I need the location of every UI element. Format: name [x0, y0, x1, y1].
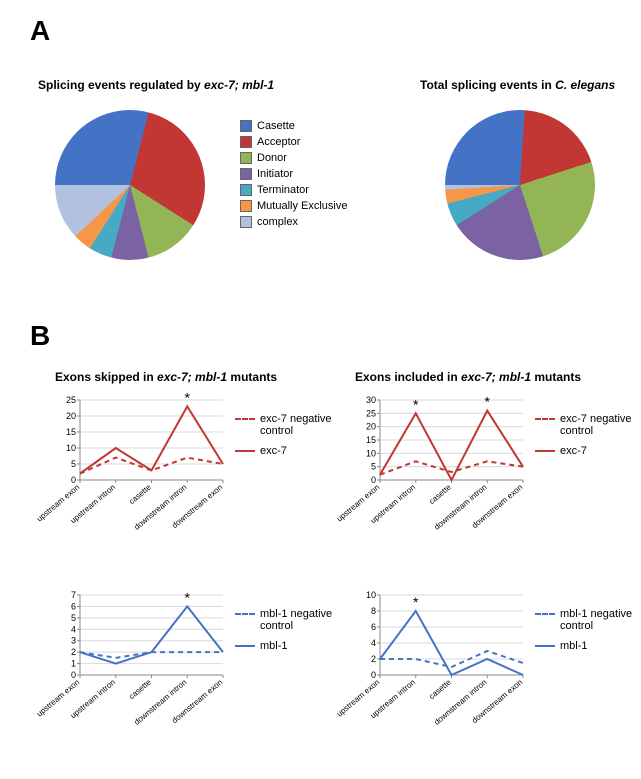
legend-swatch [240, 152, 252, 164]
ytick-label: 15 [66, 427, 76, 437]
legend-row: exc-7 [235, 445, 340, 457]
linechart-legend: exc-7 negative control exc-7 [535, 413, 640, 465]
legend-swatch [240, 216, 252, 228]
legend-row: mbl-1 [535, 640, 640, 652]
legend-label: mbl-1 [560, 640, 588, 652]
xtick-label: casette [427, 677, 453, 701]
legend-line-swatch [235, 613, 255, 615]
ytick-label: 6 [371, 622, 376, 632]
legend-label: exc-7 [560, 445, 587, 457]
legend-line-swatch [535, 613, 555, 615]
series-line [380, 461, 523, 474]
ytick-label: 2 [371, 654, 376, 664]
legend-row: Casette [240, 120, 347, 132]
legend-swatch [240, 120, 252, 132]
legend-label: exc-7 negative control [560, 413, 640, 437]
legend-swatch [240, 200, 252, 212]
significance-star: * [413, 396, 419, 412]
legend-label: exc-7 negative control [260, 413, 340, 437]
ytick-label: 6 [71, 601, 76, 611]
significance-star: * [485, 394, 491, 410]
legend-row: mbl-1 negative control [535, 608, 640, 632]
legend-label: Terminator [257, 184, 309, 196]
legend-label: exc-7 [260, 445, 287, 457]
ytick-label: 30 [366, 395, 376, 405]
ytick-label: 20 [366, 422, 376, 432]
xtick-label: casette [127, 677, 153, 701]
legend-row: Initiator [240, 168, 347, 180]
legend-label: Acceptor [257, 136, 300, 148]
legend-row: mbl-1 negative control [235, 608, 340, 632]
ytick-label: 2 [71, 647, 76, 657]
ytick-label: 20 [66, 411, 76, 421]
legend-label: Casette [257, 120, 295, 132]
ytick-label: 10 [366, 590, 376, 600]
legend-swatch [240, 136, 252, 148]
linechart-title: Exons skipped in exc-7; mbl-1 mutants [55, 370, 277, 384]
ytick-label: 8 [371, 606, 376, 616]
legend-label: Donor [257, 152, 287, 164]
panel-b-letter: B [30, 320, 50, 352]
ytick-label: 3 [71, 636, 76, 646]
xtick-label: casette [427, 482, 453, 506]
legend-label: mbl-1 [260, 640, 288, 652]
pie-left [55, 110, 205, 260]
significance-star: * [185, 389, 191, 405]
pie-right-title: Total splicing events in C. elegans [420, 78, 615, 92]
panel-a-letter: A [30, 15, 50, 47]
ytick-label: 25 [366, 408, 376, 418]
legend-row: mbl-1 [235, 640, 340, 652]
series-line [380, 411, 523, 480]
linechart-legend: mbl-1 negative control mbl-1 [235, 608, 340, 660]
legend-row: exc-7 negative control [235, 413, 340, 437]
ytick-label: 1 [71, 659, 76, 669]
ytick-label: 4 [371, 638, 376, 648]
ytick-label: 15 [366, 435, 376, 445]
legend-line-swatch [535, 645, 555, 647]
legend-row: Acceptor [240, 136, 347, 148]
linechart-title: Exons included in exc-7; mbl-1 mutants [355, 370, 581, 384]
ytick-label: 4 [71, 624, 76, 634]
legend-label: Mutually Exclusive [257, 200, 347, 212]
legend-row: complex [240, 216, 347, 228]
ytick-label: 25 [66, 395, 76, 405]
legend-row: Mutually Exclusive [240, 200, 347, 212]
legend-row: Terminator [240, 184, 347, 196]
pie-right [445, 110, 595, 260]
legend-line-swatch [535, 450, 555, 452]
legend-label: mbl-1 negative control [260, 608, 340, 632]
legend-swatch [240, 168, 252, 180]
legend-line-swatch [235, 418, 255, 420]
legend-line-swatch [235, 450, 255, 452]
pie-left-title: Splicing events regulated by exc-7; mbl-… [38, 78, 274, 92]
legend-label: Initiator [257, 168, 293, 180]
significance-star: * [413, 594, 419, 610]
pie-legend: Casette Acceptor Donor Initiator Terminator M… [240, 120, 347, 232]
linechart-legend: mbl-1 negative control mbl-1 [535, 608, 640, 660]
linechart-legend: exc-7 negative control exc-7 [235, 413, 340, 465]
significance-star: * [185, 589, 191, 605]
xtick-label: casette [127, 482, 153, 506]
ytick-label: 5 [371, 462, 376, 472]
ytick-label: 7 [71, 590, 76, 600]
legend-row: Donor [240, 152, 347, 164]
ytick-label: 10 [66, 443, 76, 453]
legend-swatch [240, 184, 252, 196]
legend-label: mbl-1 negative control [560, 608, 640, 632]
legend-line-swatch [235, 645, 255, 647]
ytick-label: 5 [71, 459, 76, 469]
legend-row: exc-7 negative control [535, 413, 640, 437]
legend-line-swatch [535, 418, 555, 420]
legend-label: complex [257, 216, 298, 228]
legend-row: exc-7 [535, 445, 640, 457]
ytick-label: 5 [71, 613, 76, 623]
ytick-label: 10 [366, 448, 376, 458]
